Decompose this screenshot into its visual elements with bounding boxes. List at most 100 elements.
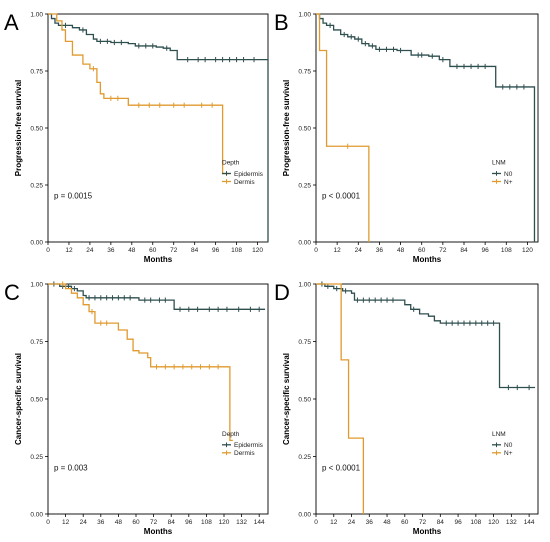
- y-tick-label: 1.00: [30, 282, 43, 289]
- plot-frame: [315, 13, 539, 243]
- x-tick-label: 60: [149, 247, 157, 254]
- legend-entry: N+: [504, 450, 513, 457]
- x-tick-label: 108: [201, 519, 212, 526]
- panel-letter: C: [4, 280, 20, 305]
- series-line-n-: [316, 13, 370, 242]
- x-tick-label: 108: [470, 519, 481, 526]
- x-tick-label: 132: [506, 519, 517, 526]
- x-tick-label: 0: [46, 519, 50, 526]
- x-tick-label: 12: [330, 519, 338, 526]
- panel-a: A 0.00 0.25 0.50 0.75 1.00 0 12 24 36 48 60 72 84 96 10…: [4, 10, 269, 264]
- x-tick-label: 84: [437, 519, 445, 526]
- x-tick-label: 0: [314, 519, 318, 526]
- x-tick-label: 120: [252, 247, 263, 254]
- x-tick-label: 36: [107, 247, 115, 254]
- y-tick-label: 0.00: [30, 512, 43, 519]
- x-tick-label: 72: [150, 519, 158, 526]
- panel-c: C 0.00 0.25 0.50 0.75 1.00 0 12 24 36 48 60 72 84 96 10…: [4, 280, 269, 536]
- x-tick-label: 72: [170, 247, 178, 254]
- plot-frame: [47, 283, 269, 515]
- y-tick-label: 1.00: [30, 12, 43, 19]
- y-tick-label: 0.00: [30, 240, 43, 247]
- x-tick-label: 36: [97, 519, 105, 526]
- x-axis-label: Months: [144, 527, 173, 536]
- x-tick-label: 36: [366, 519, 374, 526]
- legend-entry: Dermis: [234, 450, 255, 457]
- x-tick-label: 24: [86, 247, 94, 254]
- x-tick-label: 132: [236, 519, 247, 526]
- legend-entry: N+: [504, 179, 513, 186]
- x-tick-label: 24: [348, 519, 356, 526]
- x-axis-label: Months: [413, 527, 442, 536]
- x-tick-label: 48: [128, 247, 136, 254]
- x-tick-label: 144: [254, 519, 265, 526]
- y-tick-label: 0.50: [298, 397, 311, 404]
- y-tick-label: 1.00: [298, 12, 311, 19]
- panel-b: B 0.00 0.25 0.50 0.75 1.00 0 12 24 36 48 60 72 84 96 10…: [274, 10, 539, 264]
- x-tick-label: 48: [115, 519, 123, 526]
- x-tick-label: 108: [501, 247, 512, 254]
- panel-d: D 0.00 0.25 0.50 0.75 1.00 0 12 24 36 48 60 72 84 96 10…: [274, 280, 539, 536]
- y-tick-label: 0.25: [298, 454, 311, 461]
- series-line-epidermis: [48, 13, 269, 242]
- x-tick-label: 96: [454, 519, 462, 526]
- x-tick-label: 120: [522, 247, 533, 254]
- y-tick-label: 0.50: [30, 397, 43, 404]
- x-tick-label: 96: [185, 519, 193, 526]
- legend-title: LNM: [492, 431, 506, 438]
- plot-frame: [315, 283, 539, 515]
- plot-frame: [47, 13, 269, 243]
- x-tick-label: 144: [524, 519, 535, 526]
- p-value-label: p = 0.0015: [54, 192, 93, 201]
- x-tick-label: 84: [168, 519, 176, 526]
- legend-entry: Epidermis: [234, 171, 264, 178]
- y-tick-label: 0.25: [30, 183, 43, 190]
- p-value-label: p = 0.003: [54, 463, 88, 472]
- x-tick-label: 84: [460, 247, 468, 254]
- x-tick-label: 12: [65, 247, 73, 254]
- x-tick-label: 72: [439, 247, 447, 254]
- x-tick-label: 84: [191, 247, 199, 254]
- x-tick-label: 60: [401, 519, 409, 526]
- x-tick-label: 72: [419, 519, 427, 526]
- y-axis-label: Cancer-specific survival: [14, 353, 23, 445]
- x-tick-label: 48: [397, 247, 405, 254]
- y-tick-label: 0.50: [30, 126, 43, 133]
- x-tick-label: 36: [376, 247, 384, 254]
- y-axis-label: Cancer-specific survival: [282, 353, 291, 445]
- x-tick-label: 120: [219, 519, 230, 526]
- y-axis-label: Progression-free survival: [14, 80, 23, 176]
- x-axis-label: Months: [413, 255, 442, 264]
- p-value-label: p < 0.0001: [322, 192, 361, 201]
- x-tick-label: 0: [314, 247, 318, 254]
- y-tick-label: 0.75: [30, 69, 43, 76]
- y-tick-label: 0.75: [30, 339, 43, 346]
- x-tick-label: 60: [418, 247, 426, 254]
- series-line-dermis: [48, 13, 230, 175]
- y-tick-label: 0.00: [298, 240, 311, 247]
- series-line-n-: [316, 283, 365, 514]
- y-tick-label: 0.00: [298, 512, 311, 519]
- x-tick-label: 96: [482, 247, 490, 254]
- series-line-n0: [316, 13, 536, 242]
- y-tick-label: 0.75: [298, 339, 311, 346]
- p-value-label: p < 0.0001: [322, 463, 361, 472]
- x-tick-label: 0: [46, 247, 50, 254]
- panel-letter: B: [274, 10, 289, 35]
- legend-entry: N0: [504, 171, 513, 178]
- x-tick-label: 108: [231, 247, 242, 254]
- series-line-n0: [316, 283, 536, 389]
- y-tick-label: 0.50: [298, 126, 311, 133]
- x-axis-label: Months: [144, 255, 173, 264]
- x-tick-label: 24: [355, 247, 363, 254]
- legend-title: LNM: [492, 159, 506, 166]
- x-tick-label: 96: [212, 247, 220, 254]
- x-tick-label: 120: [488, 519, 499, 526]
- x-tick-label: 48: [383, 519, 391, 526]
- legend-title: Depth: [222, 431, 240, 438]
- y-tick-label: 0.25: [298, 183, 311, 190]
- legend-entry: N0: [504, 442, 513, 449]
- series-line-epidermis: [48, 283, 266, 310]
- legend-title: Depth: [222, 159, 240, 166]
